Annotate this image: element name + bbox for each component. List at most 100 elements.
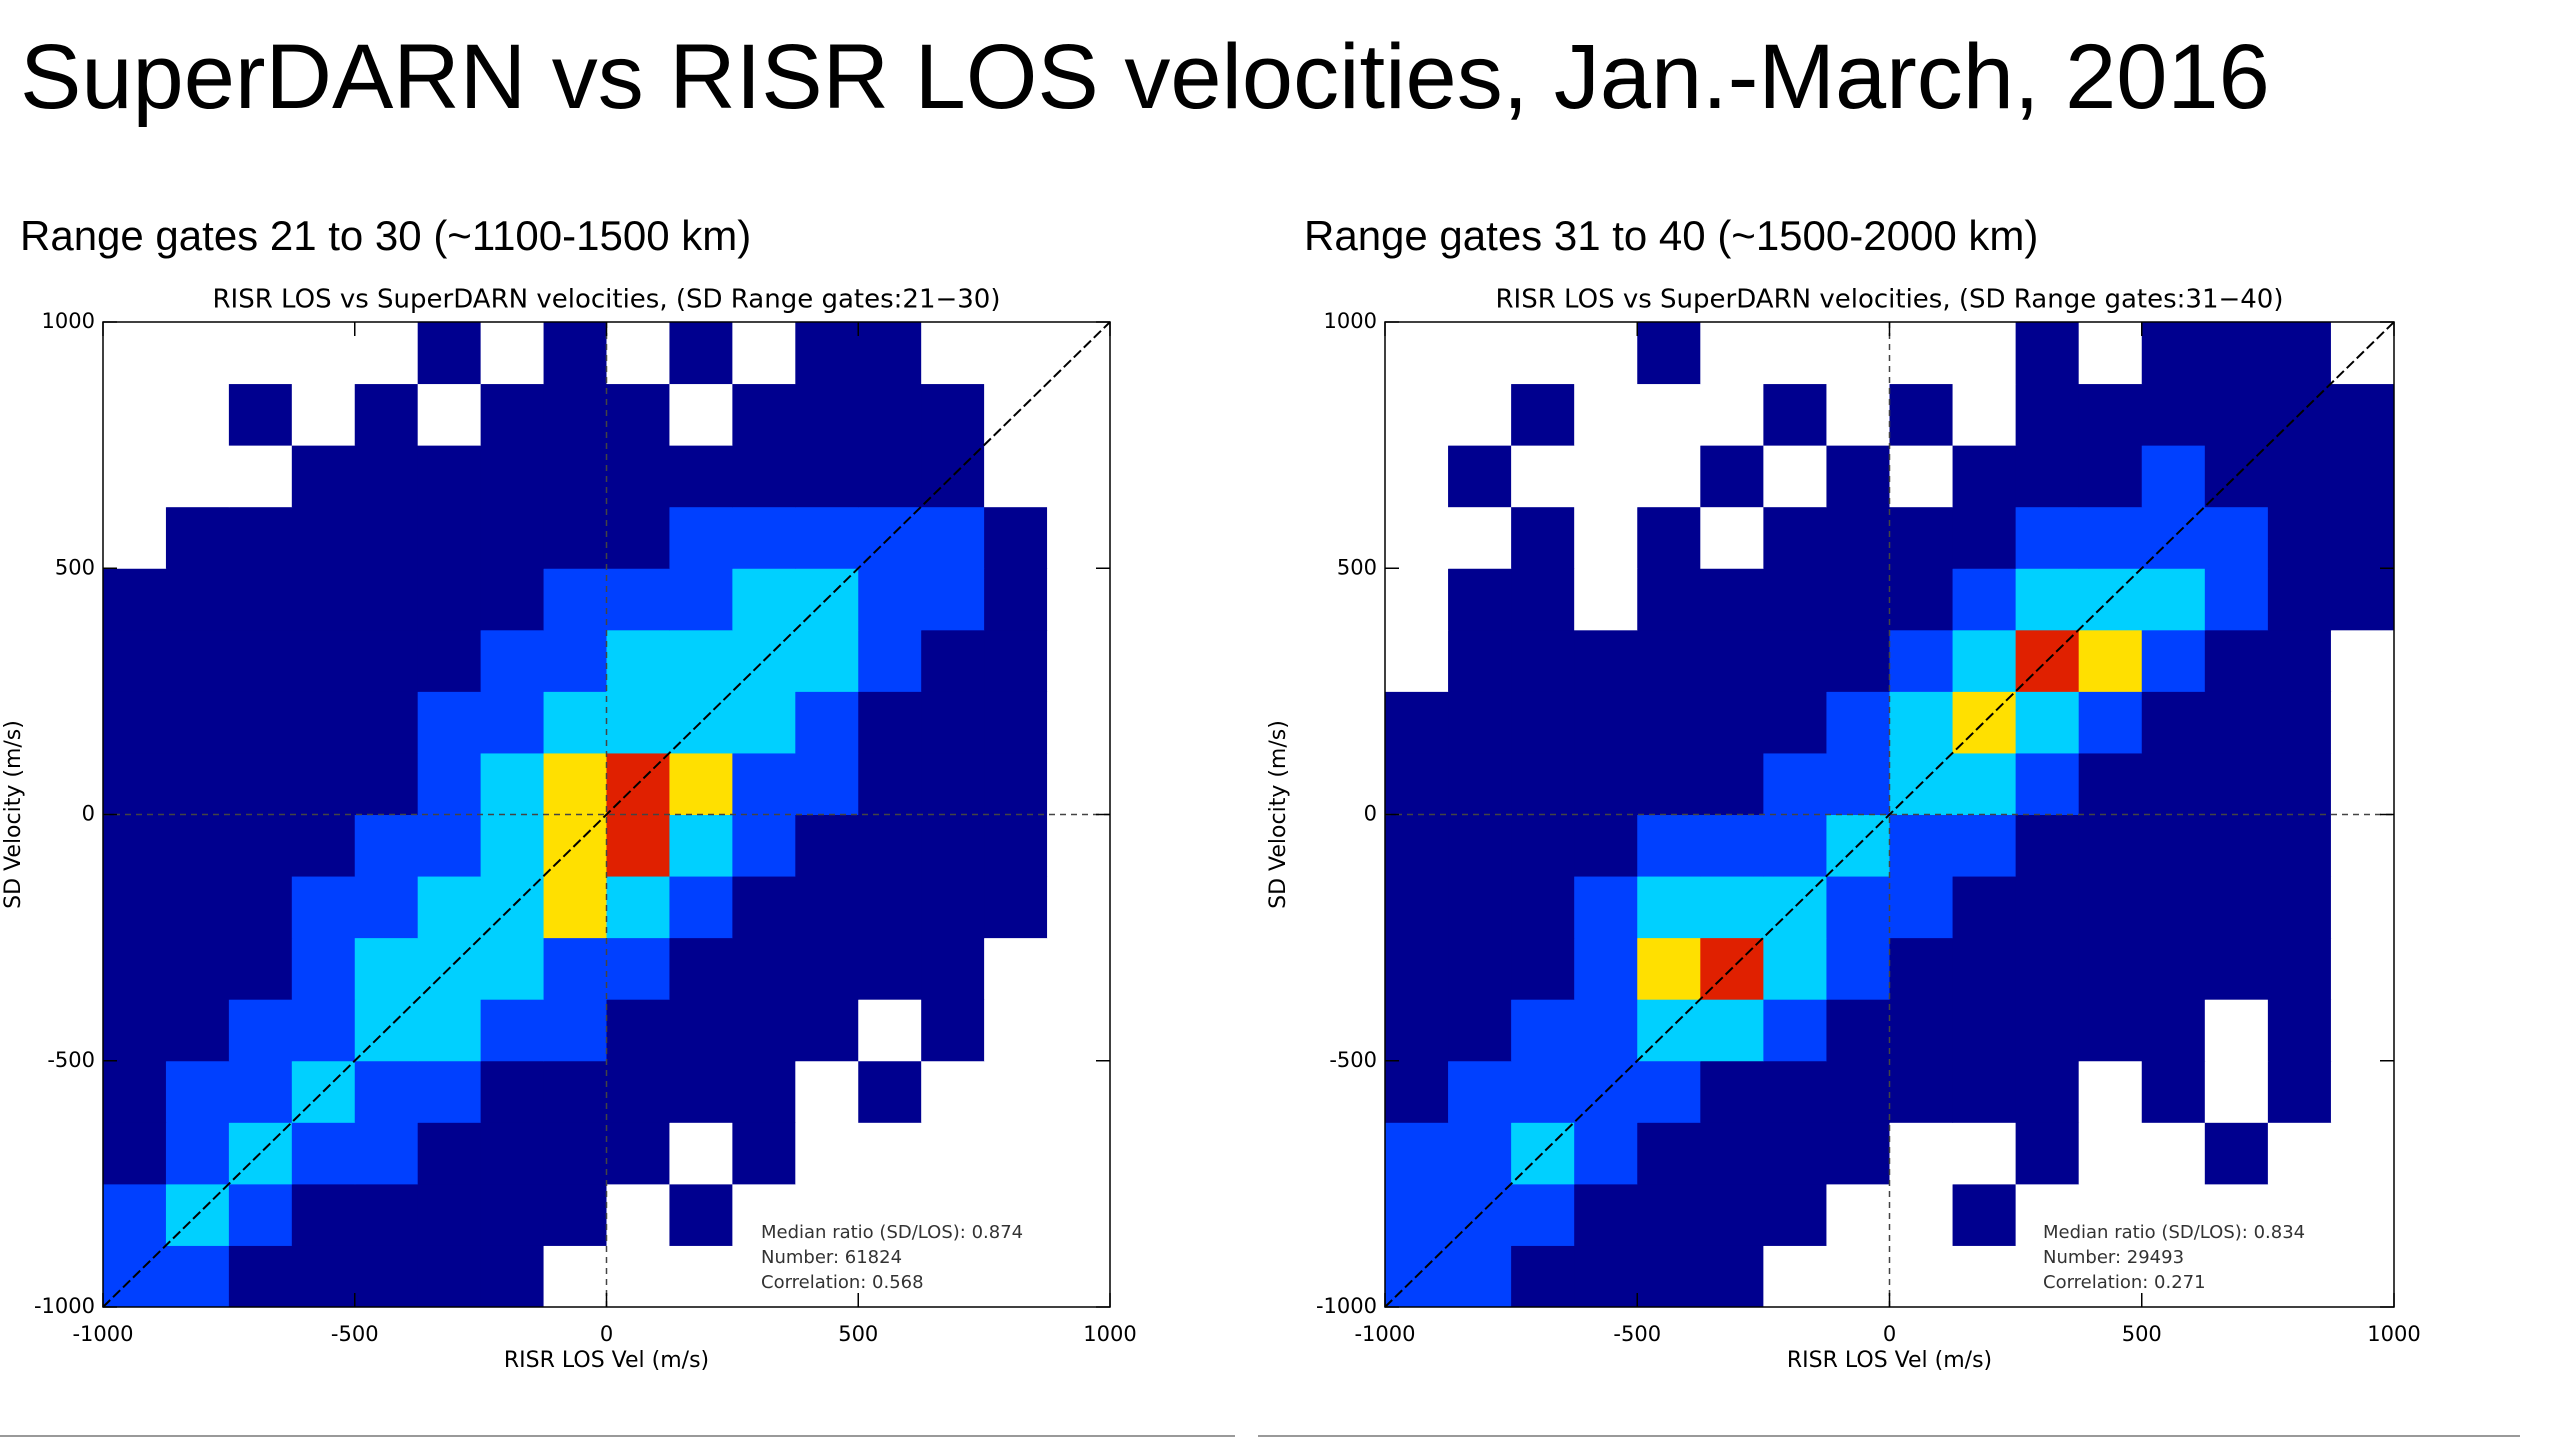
hist-cell	[669, 876, 733, 939]
hist-cell	[291, 445, 356, 508]
hist-cell	[1700, 1060, 1764, 1123]
hist-cell	[1637, 937, 1701, 1000]
hist-cell	[2141, 568, 2206, 631]
hist-cell	[417, 1183, 482, 1246]
hist-cell	[1511, 445, 1575, 508]
hist-cell	[1889, 1183, 1954, 1246]
hist-cell	[1826, 691, 1890, 754]
hist-cell	[103, 937, 167, 1000]
hist-cell	[2330, 999, 2395, 1062]
hist-cell	[1574, 937, 1638, 1000]
y-tick-label: -500	[1329, 1048, 1377, 1072]
hist-cell	[795, 814, 859, 877]
hist-cell	[606, 629, 670, 692]
hist-cell	[2330, 1122, 2395, 1185]
slide-title: SuperDARN vs RISR LOS velocities, Jan.-M…	[20, 26, 2270, 128]
hist-cell	[228, 322, 293, 385]
hist-cell	[2141, 814, 2206, 877]
hist-cell	[984, 937, 1048, 1000]
hist-cell	[1700, 691, 1764, 754]
hist-cell	[480, 1245, 545, 1308]
hist-cell	[1385, 383, 1449, 446]
hist-cell	[2330, 876, 2395, 939]
hist-cell	[354, 1245, 419, 1308]
hist-cell	[1637, 814, 1701, 877]
hist-cell	[1574, 691, 1638, 754]
y-tick-label: 1000	[42, 309, 95, 333]
hist-cell	[2078, 629, 2143, 692]
hist-cell	[1763, 445, 1827, 508]
hist-cell	[2204, 322, 2269, 385]
hist-cell	[2267, 445, 2332, 508]
hist-cell	[354, 1060, 419, 1123]
hist-cell	[1047, 752, 1111, 815]
hist-cell	[165, 814, 230, 877]
hist-cell	[858, 1183, 922, 1246]
hist-cell	[2204, 876, 2269, 939]
hist-cell	[1763, 1183, 1827, 1246]
hist-cell	[984, 876, 1048, 939]
hist-cell	[732, 1183, 796, 1246]
hist-cell	[1952, 999, 2017, 1062]
hist-cell	[2204, 629, 2269, 692]
plot-title: RISR LOS vs SuperDARN velocities, (SD Ra…	[1495, 285, 2283, 315]
y-axis-label: SD Velocity (m/s)	[1, 720, 26, 909]
hist-cell	[858, 814, 922, 877]
hist-cell	[1047, 1245, 1111, 1308]
hist-cell	[732, 876, 796, 939]
hist-cell	[1574, 1245, 1638, 1308]
x-axis-label: RISR LOS Vel (m/s)	[1787, 1348, 1992, 1373]
hist-cell	[858, 999, 922, 1062]
hist-cell	[1700, 752, 1764, 815]
hist-cell	[2141, 629, 2206, 692]
hist-cell	[2330, 445, 2395, 508]
hist-cell	[1763, 814, 1827, 877]
hist-cell	[165, 506, 230, 569]
hist-cell	[480, 937, 545, 1000]
hist-cell	[103, 322, 167, 385]
hist-cell	[165, 937, 230, 1000]
hist-cell	[1700, 445, 1764, 508]
hist-cell	[2141, 937, 2206, 1000]
hist-cell	[291, 1183, 356, 1246]
hist-cell	[2078, 322, 2143, 385]
hist-cell	[1952, 876, 2017, 939]
hist-cell	[417, 876, 482, 939]
hist-cell	[1637, 322, 1701, 385]
hist-cell	[480, 629, 545, 692]
hist-cell	[2078, 1245, 2143, 1308]
hist-cell	[1637, 629, 1701, 692]
hist-cell	[1448, 506, 1512, 569]
hist-cell	[2141, 752, 2206, 815]
hist-cell	[417, 445, 482, 508]
hist-cell	[354, 814, 419, 877]
hist-cell	[669, 1060, 733, 1123]
hist-cell	[1763, 1122, 1827, 1185]
hist-cell	[858, 1245, 922, 1308]
hist-cell	[669, 629, 733, 692]
hist-cell	[2015, 691, 2080, 754]
hist-cell	[291, 752, 356, 815]
hist-cell	[1511, 629, 1575, 692]
hist-cell	[1952, 629, 2017, 692]
hist-cell	[795, 937, 859, 1000]
hist-cell	[921, 814, 985, 877]
hist-cell	[1448, 629, 1512, 692]
hist-cell	[984, 568, 1048, 631]
hist-cell	[1385, 445, 1449, 508]
hist-cell	[669, 445, 733, 508]
hist-cell	[1637, 876, 1701, 939]
hist-cell	[732, 937, 796, 1000]
hist-cell	[2330, 752, 2395, 815]
hist-cell	[543, 937, 607, 1000]
hist-cell	[1889, 937, 1954, 1000]
hist-cell	[543, 691, 607, 754]
hist-cell	[795, 691, 859, 754]
hist-cell	[228, 999, 293, 1062]
hist-cell	[354, 1122, 419, 1185]
hist-cell	[1448, 1245, 1512, 1308]
hist-cell	[2015, 568, 2080, 631]
hist-cell	[480, 506, 545, 569]
hist-cell	[354, 383, 419, 446]
hist-cell	[2204, 1060, 2269, 1123]
